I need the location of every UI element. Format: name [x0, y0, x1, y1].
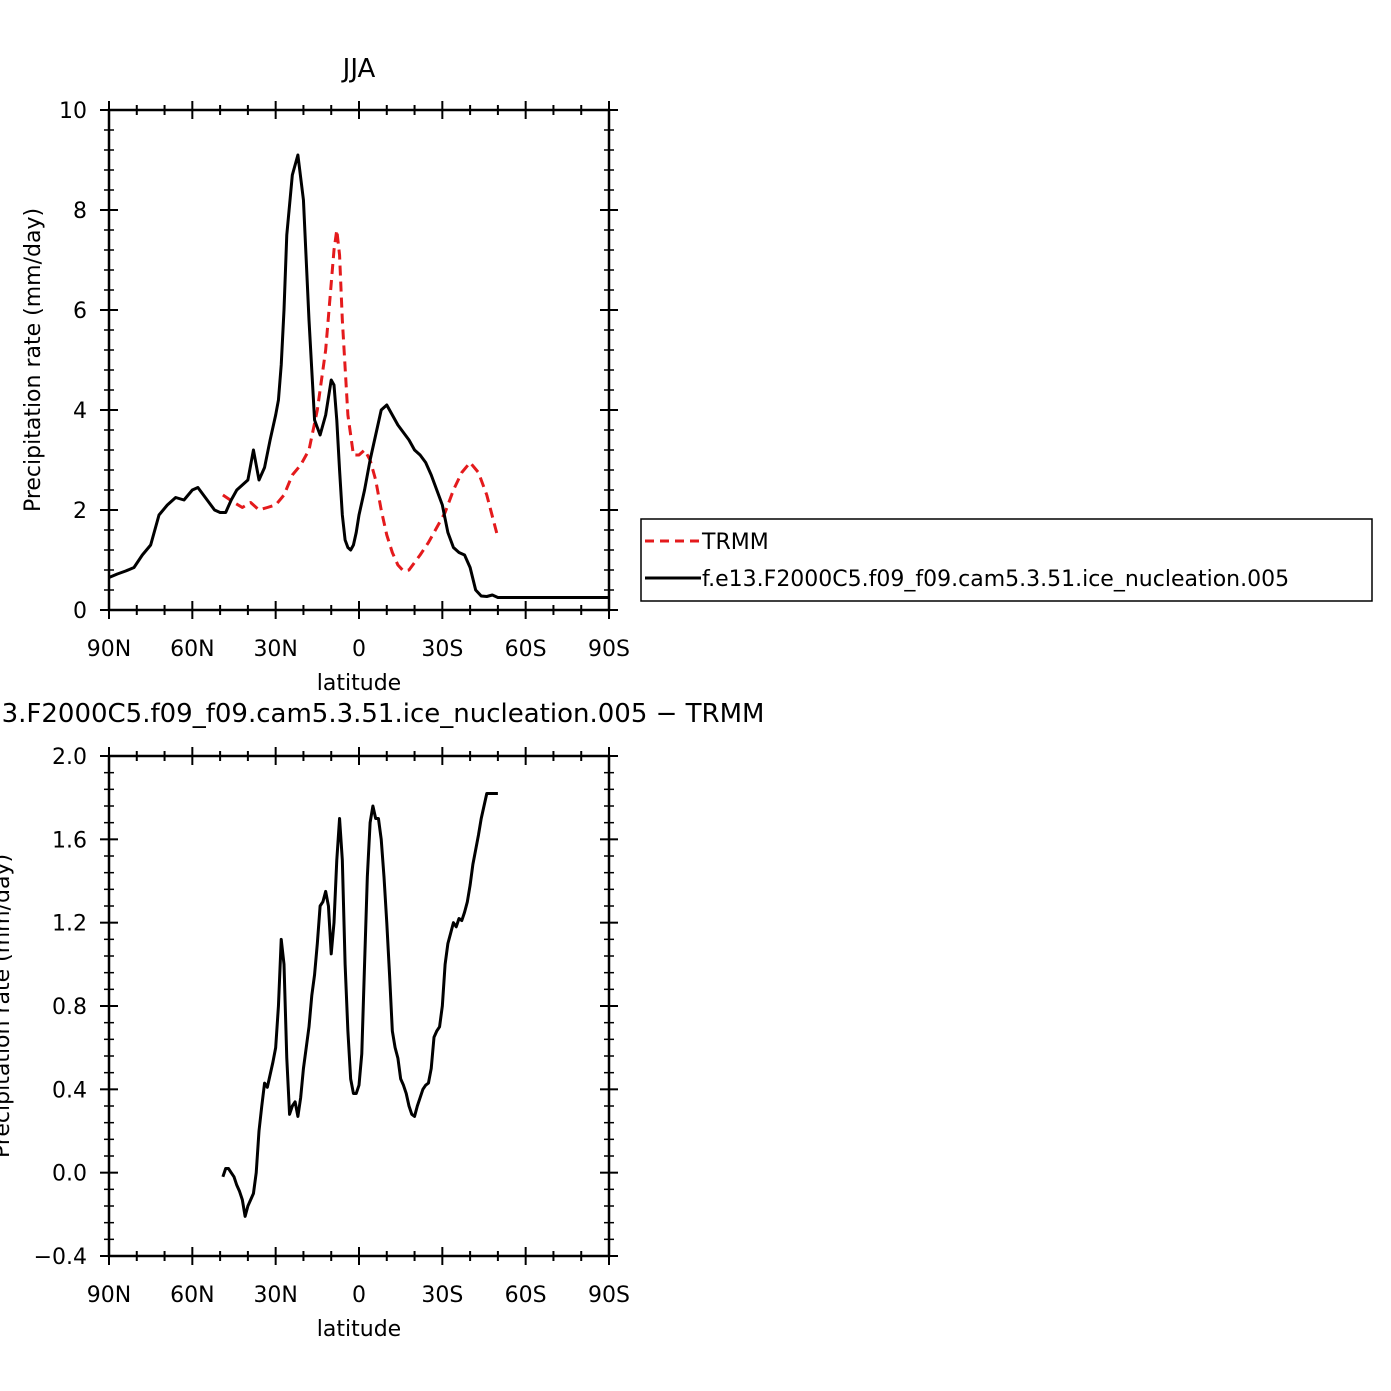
bottom-x-axis-label: latitude: [317, 1317, 401, 1342]
top-ticks: [100, 101, 618, 619]
x-tick-label: 0: [352, 637, 366, 662]
top-x-axis-label: latitude: [317, 671, 401, 696]
x-tick-label: 30N: [253, 1283, 297, 1308]
y-tick-label: 8: [73, 199, 87, 224]
y-tick-label: 4: [73, 399, 87, 424]
x-tick-label: 90N: [87, 1283, 131, 1308]
top-series-line-0: [222, 228, 500, 573]
bottom-plot-frame: [107, 754, 611, 1258]
legend-label-trmm: TRMM: [701, 530, 769, 555]
top-series-group: [109, 153, 609, 599]
x-tick-label: 60S: [505, 637, 547, 662]
bottom-y-axis-label: Precipitation rate (mm/day): [0, 854, 15, 1158]
bottom-chart-title: f.e13.F2000C5.f09_f09.cam5.3.51.ice_nucl…: [0, 699, 764, 729]
bot-series-line-0: [221, 792, 498, 1218]
y-tick-label: 0.8: [52, 995, 87, 1020]
y-tick-label: 2.0: [52, 745, 87, 770]
x-tick-label: 90S: [588, 637, 630, 662]
bottom-panel: f.e13.F2000C5.f09_f09.cam5.3.51.ice_nucl…: [0, 699, 764, 1342]
x-tick-label: 30N: [253, 637, 297, 662]
x-tick-label: 0: [352, 1283, 366, 1308]
y-tick-label: 1.2: [52, 912, 87, 937]
bottom-x-tick-labels: 90N 60N 30N 0 30S 60S 90S: [87, 1283, 630, 1308]
top-chart-title: JJA: [341, 54, 376, 84]
x-tick-label: 60S: [505, 1283, 547, 1308]
legend-label-model: f.e13.F2000C5.f09_f09.cam5.3.51.ice_nucl…: [702, 567, 1289, 592]
y-tick-label: 0.0: [52, 1162, 87, 1187]
x-tick-label: 90S: [588, 1283, 630, 1308]
x-tick-label: 60N: [170, 637, 214, 662]
y-tick-label: 1.6: [52, 828, 87, 853]
top-series-line-1: [109, 153, 609, 599]
top-y-axis-label: Precipitation rate (mm/day): [21, 208, 46, 512]
bottom-series-group: [221, 792, 498, 1218]
x-tick-label: 30S: [421, 637, 463, 662]
y-tick-label: 10: [59, 99, 87, 124]
y-tick-label: −0.4: [34, 1245, 87, 1270]
y-tick-label: 2: [73, 499, 87, 524]
x-tick-label: 60N: [170, 1283, 214, 1308]
top-plot-frame: [107, 108, 611, 612]
x-tick-label: 90N: [87, 637, 131, 662]
legend-box: [640, 518, 1373, 602]
y-tick-label: 6: [73, 299, 87, 324]
x-tick-label: 30S: [421, 1283, 463, 1308]
bottom-ticks: [100, 747, 618, 1265]
top-y-tick-labels: 0 2 4 6 8 10: [59, 99, 87, 624]
top-x-tick-labels: 90N 60N 30N 0 30S 60S 90S: [87, 637, 630, 662]
y-tick-label: 0.4: [52, 1078, 87, 1103]
legend: TRMM f.e13.F2000C5.f09_f09.cam5.3.51.ice…: [640, 518, 1373, 602]
top-panel: JJA 90N 60N 30N 0 30S 60S 90S 0 2 4 6 8 10 latitude…: [21, 54, 630, 696]
y-tick-label: 0: [73, 599, 87, 624]
bottom-y-tick-labels: −0.4 0.0 0.4 0.8 1.2 1.6 2.0: [34, 745, 87, 1270]
